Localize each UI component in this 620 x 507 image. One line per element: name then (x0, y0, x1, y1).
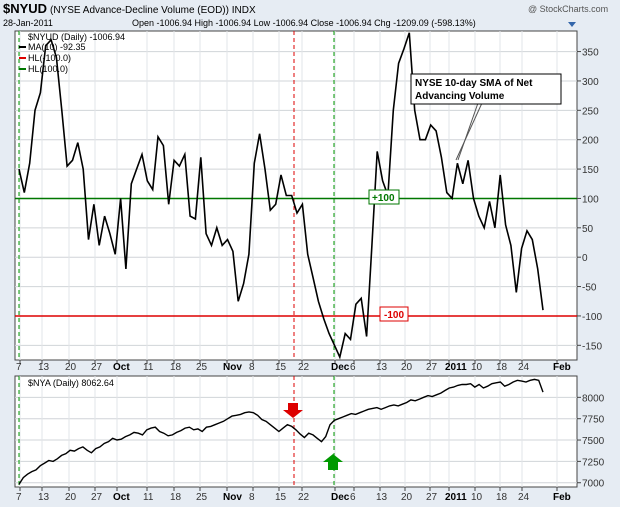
red-down-arrow-icon (283, 403, 303, 418)
top-xtick-label: 27 (426, 362, 438, 373)
bottom-xtick-label: 24 (518, 492, 530, 503)
bottom-xtick-label: Feb (553, 492, 571, 503)
minus100-label-box (379, 306, 409, 322)
bottom-xtick-label: 10 (471, 492, 483, 503)
top-ytick-label: 50 (582, 224, 594, 235)
chart-date: 28-Jan-2011 (3, 18, 53, 28)
bottom-panel (14, 375, 578, 488)
bottom-xtick-label: 6 (350, 492, 356, 503)
bottom-xtick-label: 20 (65, 492, 77, 503)
bottom-xtick-label: Nov (223, 492, 242, 503)
bottom-ytick-label: 8000 (582, 393, 605, 404)
bottom-xtick-label: 2011 (445, 492, 467, 503)
x-axis-bottom-panel: 7 13 20 27 Oct 11 18 25 Nov 8 15 22 Dec 6 13 20 27 2011 10… (16, 487, 571, 503)
top-ytick-label: 0 (582, 253, 588, 264)
bottom-xtick-label: 18 (170, 492, 182, 503)
annotation-box (410, 73, 562, 105)
top-xtick-label: 18 (170, 362, 182, 373)
top-xtick-label: 24 (518, 362, 530, 373)
bottom-y-axis: 7000 7250 7500 7750 8000 (577, 393, 605, 490)
bottom-xtick-label: 27 (426, 492, 438, 503)
chart-description: (NYSE Advance-Decline Volume (EOD)) INDX (50, 5, 256, 16)
top-ytick-label: 350 (582, 48, 599, 59)
annotation-pointer (457, 102, 479, 161)
top-xtick-label: 10 (471, 362, 483, 373)
green-up-arrow-icon (323, 454, 343, 470)
top-ytick-label: -150 (582, 341, 602, 352)
bottom-xtick-label: 11 (143, 492, 154, 503)
bottom-ytick-label: 7500 (582, 436, 605, 447)
top-xtick-label: 8 (249, 362, 255, 373)
chart-symbol: $NYUD (3, 1, 47, 16)
bottom-xtick-label: 25 (196, 492, 208, 503)
top-xtick-label: 20 (401, 362, 413, 373)
top-xtick-label: Dec (331, 362, 350, 373)
top-legend-main: $NYUD (Daily) -1006.94 (28, 32, 125, 42)
top-legend-ma: MA(10) -92.35 (28, 42, 86, 52)
bottom-legend-main: $NYA (Daily) 8062.64 (28, 378, 114, 388)
top-xtick-label: 2011 (445, 362, 467, 373)
bottom-grid (15, 376, 577, 487)
nyud-ma-series-line (18, 32, 544, 360)
bottom-xtick-label: 27 (91, 492, 103, 503)
bottom-xtick-label: 8 (249, 492, 255, 503)
top-xtick-label: 11 (143, 362, 154, 373)
bottom-xtick-label: 7 (16, 492, 22, 503)
quote-dropdown-icon[interactable] (568, 22, 576, 27)
top-xtick-label: 18 (496, 362, 508, 373)
bottom-xtick-label: Oct (113, 492, 130, 503)
top-ytick-label: 250 (582, 106, 599, 117)
annotation-line2: Advancing Volume (415, 91, 505, 102)
top-xtick-label: 13 (376, 362, 388, 373)
watermark: @ StockCharts.com (528, 4, 608, 14)
top-event-markers (18, 31, 335, 360)
top-xtick-label: 20 (65, 362, 77, 373)
top-xtick-label: 22 (298, 362, 310, 373)
x-axis-top-panel: 7 13 20 27 Oct 11 18 25 Nov 8 15 22 Dec 6 13 20 27 2011 10… (16, 360, 571, 373)
top-xtick-label: 7 (16, 362, 22, 373)
top-ytick-label: 200 (582, 136, 599, 147)
top-legend-hl-green: HL(100.0) (28, 64, 68, 74)
top-horizontal-lines (15, 197, 577, 317)
annotation-line1: NYSE 10-day SMA of Net (415, 78, 533, 89)
top-y-axis: -150 -100 -50 0 50 100 150 200 250 300 350 (577, 48, 602, 352)
plus100-label-box (368, 189, 400, 205)
bottom-ytick-label: 7250 (582, 457, 605, 468)
bottom-xtick-label: 15 (275, 492, 287, 503)
bottom-xtick-label: 18 (496, 492, 508, 503)
bottom-xtick-label: 22 (298, 492, 310, 503)
bottom-xtick-label: 13 (376, 492, 388, 503)
bottom-xtick-label: Dec (331, 492, 350, 503)
top-xtick-label: Oct (113, 362, 130, 373)
top-ytick-label: 150 (582, 165, 599, 176)
bottom-ytick-label: 7000 (582, 479, 605, 490)
top-ytick-label: 100 (582, 194, 599, 205)
top-xtick-label: 15 (275, 362, 287, 373)
top-xtick-label: 25 (196, 362, 208, 373)
top-xtick-label: Nov (223, 362, 242, 373)
plus100-label: +100 (372, 193, 395, 204)
bottom-ytick-label: 7750 (582, 415, 605, 426)
top-legend-hl-red: HL(-100.0) (28, 53, 71, 63)
bottom-xtick-label: 13 (38, 492, 50, 503)
top-xtick-label: 6 (350, 362, 356, 373)
top-xtick-label: 27 (91, 362, 103, 373)
nya-series-line (18, 378, 544, 485)
top-xtick-label: Feb (553, 362, 571, 373)
top-ytick-label: -100 (582, 312, 602, 323)
top-xtick-label: 13 (38, 362, 50, 373)
quote-line: Open -1006.94 High -1006.94 Low -1006.94… (132, 18, 476, 28)
top-ytick-label: 300 (582, 77, 599, 88)
bottom-xtick-label: 20 (401, 492, 413, 503)
minus100-label: -100 (384, 310, 404, 321)
top-ytick-label: -50 (582, 283, 597, 294)
